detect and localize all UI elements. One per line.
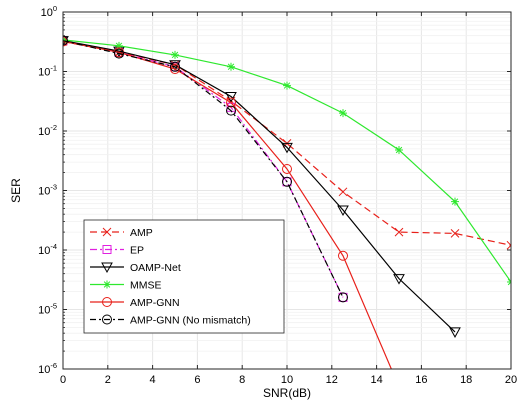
x-tick-label: 0 bbox=[60, 374, 66, 386]
data-point bbox=[226, 105, 236, 116]
data-point bbox=[338, 292, 348, 303]
legend-box bbox=[83, 219, 285, 334]
data-point bbox=[338, 250, 348, 261]
x-tick-label: 6 bbox=[194, 374, 200, 386]
data-point bbox=[338, 187, 348, 197]
legend-entry-label: OAMP-Net bbox=[130, 262, 181, 274]
y-axis-label: SER bbox=[9, 178, 23, 203]
data-point bbox=[337, 205, 349, 217]
data-point bbox=[506, 240, 511, 250]
data-point bbox=[393, 274, 405, 285]
legend-entry-label: AMP bbox=[130, 227, 153, 239]
series-line bbox=[63, 40, 344, 298]
series-mmse bbox=[63, 35, 511, 286]
x-tick-label: 16 bbox=[415, 374, 427, 386]
y-tick-label: 100 bbox=[41, 4, 57, 19]
legend-marker bbox=[102, 314, 112, 325]
x-tick-label: 12 bbox=[326, 374, 338, 386]
series-line bbox=[63, 40, 511, 246]
legend-entry-label: MMSE bbox=[130, 280, 162, 292]
legend: AMP EP OAMP-Net MMSE AMP-GNN AMP-GNN (No mism… bbox=[83, 219, 285, 334]
y-tick-label: 10-1 bbox=[38, 64, 57, 79]
legend-marker bbox=[102, 227, 112, 237]
x-tick-label: 2 bbox=[105, 374, 111, 386]
series-line bbox=[63, 40, 393, 369]
legend-entry-label: EP bbox=[130, 245, 144, 257]
data-point bbox=[227, 62, 235, 71]
legend-marker bbox=[103, 280, 111, 289]
data-point bbox=[114, 48, 124, 59]
legend-marker bbox=[102, 297, 112, 307]
series-amp-gnn bbox=[63, 36, 393, 369]
data-point bbox=[170, 64, 180, 75]
data-point bbox=[451, 197, 459, 206]
data-point bbox=[450, 229, 460, 238]
data-point bbox=[282, 163, 292, 174]
data-point bbox=[171, 50, 179, 59]
x-tick-label: 8 bbox=[239, 374, 245, 386]
data-point bbox=[394, 227, 404, 237]
data-point bbox=[395, 145, 403, 154]
legend-marker bbox=[102, 245, 112, 254]
data-point bbox=[225, 92, 237, 103]
x-axis-label: SNR(dB) bbox=[263, 386, 311, 400]
y-tick-label: 10-2 bbox=[38, 123, 57, 138]
y-tick-label: 10-5 bbox=[38, 302, 57, 317]
y-tick-label: 10-4 bbox=[38, 242, 57, 257]
y-tick-label: 10-3 bbox=[38, 183, 57, 198]
axis-ticks: 0 2 4 6 8 10 12 14 16 18 20 100 10-1 10-2 10-3 10-4 10-5… bbox=[38, 4, 517, 386]
data-point bbox=[226, 97, 236, 108]
data-point bbox=[63, 35, 68, 46]
legend-marker bbox=[101, 262, 113, 274]
data-point bbox=[449, 327, 461, 338]
x-tick-label: 10 bbox=[281, 374, 293, 386]
x-tick-label: 18 bbox=[460, 374, 472, 386]
series-lines bbox=[63, 35, 511, 369]
x-tick-label: 20 bbox=[505, 374, 517, 386]
data-point bbox=[283, 81, 291, 90]
data-point bbox=[170, 61, 180, 72]
legend-entry-label: AMP-GNN bbox=[130, 297, 180, 309]
series-line bbox=[63, 40, 456, 333]
data-point bbox=[115, 41, 123, 50]
data-point bbox=[281, 142, 293, 154]
data-point bbox=[339, 109, 347, 118]
legend-entry-label: AMP-GNN (No mismatch) bbox=[130, 315, 251, 327]
series-amp-gnn-no-mismatch bbox=[63, 35, 348, 303]
y-tick-label: 10-6 bbox=[38, 361, 57, 376]
x-tick-label: 4 bbox=[150, 374, 156, 386]
data-point bbox=[282, 176, 292, 187]
x-tick-label: 14 bbox=[370, 374, 382, 386]
